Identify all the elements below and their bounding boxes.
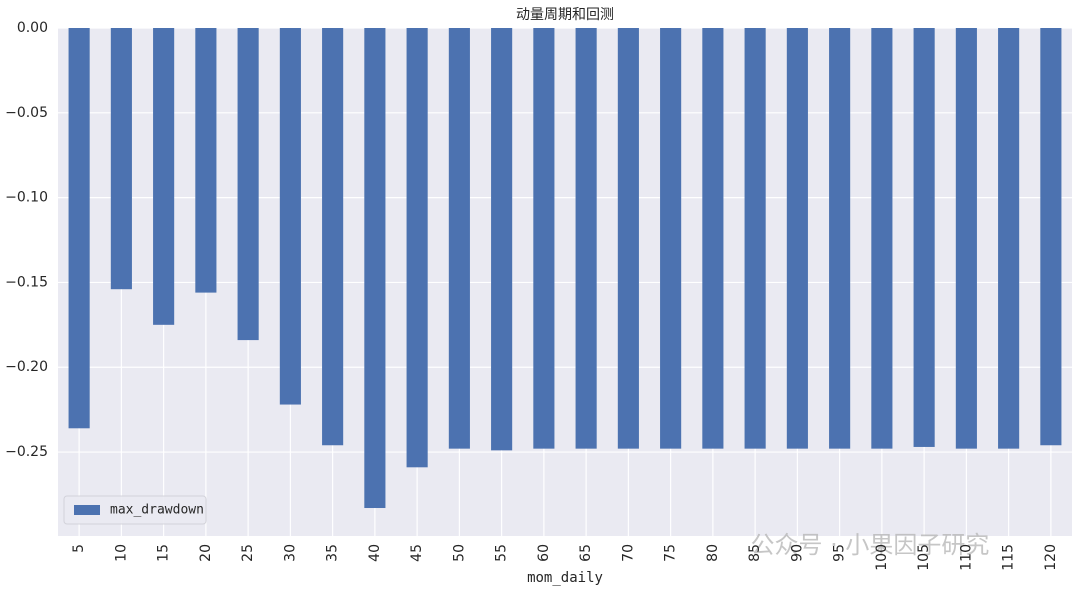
x-tick-label: 60: [536, 544, 552, 562]
bar: [1040, 28, 1062, 446]
bar: [702, 28, 724, 449]
x-tick-label: 45: [409, 544, 425, 562]
bar: [448, 28, 470, 449]
x-tick-label: 5: [71, 544, 87, 553]
y-tick-label: −0.15: [5, 274, 48, 290]
x-tick-label: 105: [916, 544, 932, 571]
x-tick-label: 50: [451, 544, 467, 562]
bar: [575, 28, 597, 449]
x-tick-label: 70: [620, 544, 636, 562]
bar: [279, 28, 301, 405]
bar: [195, 28, 217, 293]
x-tick-label: 75: [663, 544, 679, 562]
watermark: 公众号 · 小果因子研究: [751, 531, 990, 559]
bar: [153, 28, 175, 325]
x-tick-label: 115: [1001, 544, 1017, 571]
bar: [998, 28, 1020, 449]
y-tick-label: −0.20: [5, 359, 48, 375]
x-tick-label: 40: [367, 544, 383, 562]
bar: [660, 28, 682, 449]
y-tick-label: 0.00: [17, 20, 48, 36]
x-tick-label: 10: [113, 544, 129, 562]
bar: [786, 28, 808, 449]
x-tick-label: 80: [705, 544, 721, 562]
x-tick-label: 90: [789, 544, 805, 562]
chart-title: 动量周期和回测: [516, 7, 614, 23]
bar: [744, 28, 766, 449]
legend-swatch: [74, 505, 100, 515]
x-tick-label: 30: [282, 544, 298, 562]
bar: [829, 28, 851, 449]
bar: [364, 28, 386, 509]
legend: max_drawdown: [63, 495, 207, 525]
x-tick-label: 25: [240, 544, 256, 562]
bar: [237, 28, 259, 341]
x-tick-label: 85: [747, 544, 763, 562]
legend-label: max_drawdown: [110, 503, 204, 518]
bar: [533, 28, 555, 449]
x-tick-label: 120: [1043, 544, 1059, 571]
y-tick-label: −0.10: [5, 190, 48, 206]
bar: [110, 28, 132, 290]
bar: [322, 28, 344, 446]
x-tick-label: 110: [958, 544, 974, 571]
x-tick-label: 95: [832, 544, 848, 562]
legend-box: [63, 495, 207, 525]
x-tick-label: 55: [494, 544, 510, 562]
x-tick-label: 65: [578, 544, 594, 562]
x-tick-label: 35: [325, 544, 341, 562]
bar: [955, 28, 977, 449]
x-axis-label: mom_daily: [527, 570, 603, 586]
bar: [617, 28, 639, 449]
bar: [871, 28, 893, 449]
y-tick-label: −0.25: [5, 444, 48, 460]
bar: [68, 28, 90, 429]
bar: [491, 28, 513, 451]
x-tick-label: 100: [874, 544, 890, 571]
bar: [406, 28, 428, 468]
y-tick-label: −0.05: [5, 105, 48, 121]
x-tick-label: 15: [156, 544, 172, 562]
bars: [68, 28, 1062, 509]
x-tick-label: 20: [198, 544, 214, 562]
bar: [913, 28, 935, 447]
